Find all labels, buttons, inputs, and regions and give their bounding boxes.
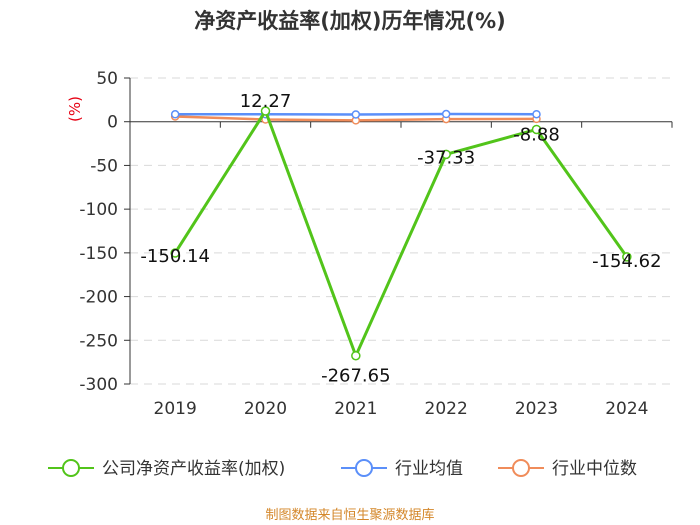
legend: 公司净资产收益率(加权) 行业均值 行业中位数: [48, 459, 637, 479]
series-point-0: [441, 149, 451, 160]
data-label: -150.14: [140, 246, 209, 267]
legend-label: 行业均值: [395, 459, 463, 479]
series-point-0: [622, 252, 632, 262]
y-tick-label: -250: [79, 331, 118, 351]
data-labels: -150.14 12.27 -267.65 -37.33 -8.88 -154.62: [140, 91, 661, 387]
legend-swatch-marker: [355, 459, 373, 477]
series-point-0: [531, 124, 542, 135]
y-tick-label: 0: [107, 113, 118, 133]
y-tick-label: 50: [96, 69, 118, 89]
series-point-0: [351, 350, 361, 361]
x-tick-label: 2019: [154, 399, 197, 419]
chart-title: 净资产收益率(加权)历年情况(%): [194, 9, 505, 33]
y-axis-label: (%): [66, 96, 84, 122]
series-line-0: [173, 109, 629, 358]
data-label: -8.88: [513, 124, 560, 145]
x-tick-label: 2020: [244, 399, 287, 419]
legend-swatch-marker: [512, 459, 530, 477]
data-label: -37.33: [417, 147, 475, 168]
series-point-0: [170, 248, 180, 258]
y-tick-label: -150: [79, 244, 118, 264]
data-label: -154.62: [592, 251, 661, 272]
legend-label: 行业中位数: [552, 459, 637, 479]
x-tick-label: 2024: [605, 399, 648, 419]
x-tick-label: 2022: [425, 399, 468, 419]
source-note: 制图数据来自恒生聚源数据库: [265, 507, 434, 523]
series-point-1: [170, 110, 180, 119]
y-tick-label: -300: [79, 375, 118, 395]
legend-swatch-marker: [62, 459, 80, 477]
series-point-1: [532, 109, 541, 119]
series-point-1: [351, 110, 361, 119]
data-label: -267.65: [321, 366, 390, 387]
legend-label: 公司净资产收益率(加权): [102, 459, 285, 479]
x-tick-label: 2023: [515, 399, 558, 419]
y-tick-label: -200: [79, 288, 118, 308]
series-point-1: [441, 109, 451, 119]
series-lines: [170, 106, 632, 361]
axes: 50 0 -50 -100 -150 -200 -250 -300 2019 2020 2021 20…: [79, 69, 673, 419]
series-point-0: [260, 106, 271, 116]
y-tick-label: -50: [90, 156, 118, 176]
y-tick-label: -100: [79, 200, 118, 220]
x-tick-label: 2021: [334, 399, 377, 419]
data-label: 12.27: [240, 91, 292, 112]
grid-lines: [130, 77, 672, 385]
